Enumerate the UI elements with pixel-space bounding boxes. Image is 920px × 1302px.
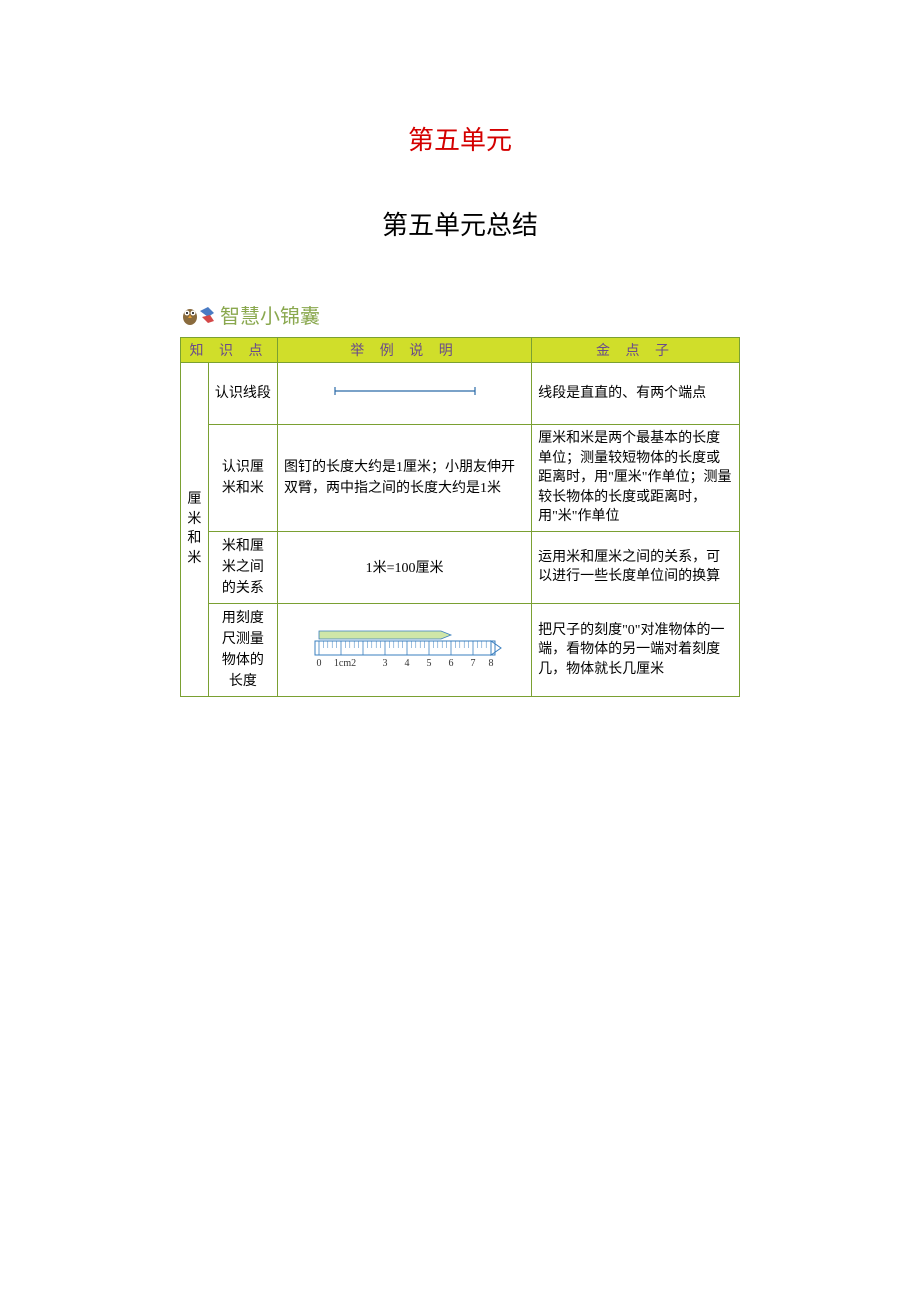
summary-table: 知 识 点 举 例 说 明 金 点 子 厘米和米 认识线段 线段是直直的、有两个…: [180, 337, 740, 697]
svg-text:0: 0: [316, 658, 321, 669]
main-title: 第五单元: [180, 120, 740, 157]
wisdom-owl-icon: [180, 303, 216, 327]
header-example: 举 例 说 明: [278, 338, 532, 363]
subtopic-label: 认识线段: [215, 386, 271, 401]
ruler-diagram: 0 1cm2 3 4 5 6 7 8: [305, 629, 505, 671]
tip-cell: 把尺子的刻度"0"对准物体的一端，看物体的另一端对着刻度几，物体就长几厘米: [532, 603, 740, 696]
tip-cell: 线段是直直的、有两个端点: [532, 363, 740, 425]
subtopic-cell: 米和厘米之间的关系: [208, 531, 277, 603]
table-row: 用刻度尺测量物体的长度: [181, 603, 740, 696]
example-cell: [278, 363, 532, 425]
example-cell: 图钉的长度大约是1厘米；小朋友伸开双臂，两中指之间的长度大约是1米: [278, 425, 532, 532]
sub-title: 第五单元总结: [180, 205, 740, 242]
svg-text:5: 5: [426, 658, 431, 669]
table-header-row: 知 识 点 举 例 说 明 金 点 子: [181, 338, 740, 363]
category-label: 厘米和米: [187, 492, 201, 566]
subtopic-label: 米和厘米之间的关系: [222, 539, 264, 596]
example-cell: 0 1cm2 3 4 5 6 7 8: [278, 603, 532, 696]
header-knowledge: 知 识 点: [181, 338, 278, 363]
tip-cell: 厘米和米是两个最基本的长度单位；测量较短物体的长度或距离时，用"厘米"作单位；测…: [532, 425, 740, 532]
svg-text:1cm2: 1cm2: [333, 658, 355, 669]
line-segment-diagram: [325, 385, 485, 397]
wisdom-banner-text: 智慧小锦囊: [220, 300, 320, 329]
svg-text:7: 7: [470, 658, 475, 669]
svg-text:6: 6: [448, 658, 453, 669]
tip-cell: 运用米和厘米之间的关系，可以进行一些长度单位间的换算: [532, 531, 740, 603]
table-row: 认识厘米和米 图钉的长度大约是1厘米；小朋友伸开双臂，两中指之间的长度大约是1米…: [181, 425, 740, 532]
header-tip: 金 点 子: [532, 338, 740, 363]
svg-text:3: 3: [382, 658, 387, 669]
category-cell: 厘米和米: [181, 363, 209, 697]
subtopic-cell: 用刻度尺测量物体的长度: [208, 603, 277, 696]
svg-text:8: 8: [488, 658, 493, 669]
subtopic-label: 认识厘米和米: [222, 460, 264, 496]
subtopic-cell: 认识厘米和米: [208, 425, 277, 532]
example-cell: 1米=100厘米: [278, 531, 532, 603]
subtopic-label: 用刻度尺测量物体的长度: [222, 611, 264, 689]
subtopic-cell: 认识线段: [208, 363, 277, 425]
wisdom-banner: 智慧小锦囊: [180, 300, 740, 329]
table-row: 米和厘米之间的关系 1米=100厘米 运用米和厘米之间的关系，可以进行一些长度单…: [181, 531, 740, 603]
table-row: 厘米和米 认识线段 线段是直直的、有两个端点: [181, 363, 740, 425]
svg-text:4: 4: [404, 658, 409, 669]
